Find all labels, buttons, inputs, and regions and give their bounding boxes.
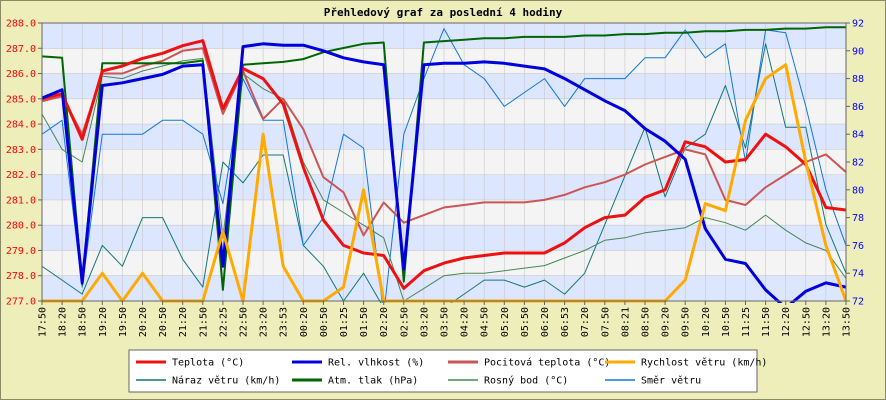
y-left-tick-label: 286.0 [6,69,36,80]
x-tick-label: 21:50 [198,307,209,337]
x-tick-label: 06:53 [560,307,571,337]
series-line-atm-tlak-hpa- [42,26,846,291]
legend-box [128,349,758,393]
y-right-tick-label: 80 [852,185,864,196]
x-tick-label: 12:50 [801,307,812,337]
series-line-pocitová-teplota-c- [42,47,846,237]
x-tick-label: 01:25 [339,307,350,337]
x-tick-label: 09:50 [681,307,692,337]
x-tick-label: 21:20 [178,307,189,337]
x-tick-label: 08:50 [641,307,652,337]
x-tick-label: 13:20 [821,307,832,337]
legend-label: Rychlost větru (km/h) [641,357,767,369]
y-left-tick-label: 284.0 [6,120,36,131]
x-tick-label: 02:20 [379,307,390,337]
x-tick-label: 05:50 [520,307,531,337]
x-tick-label: 22:50 [239,307,250,337]
legend-label: Rel. vlhkost (%) [328,358,424,369]
x-tick-label: 20:50 [158,307,169,337]
x-tick-label: 19:20 [98,307,109,337]
x-tick-label: 11:25 [741,307,752,337]
y-left-tick-label: 278.0 [6,271,36,282]
legend-label: Rosný bod (°C) [484,375,568,387]
y-left-tick-label: 287.0 [6,44,36,55]
x-tick-label: 10:20 [701,307,712,337]
y-right-tick-label: 72 [852,297,864,308]
legend-label: Náraz větru (km/h) [172,375,280,387]
y-left-tick-label: 283.0 [6,145,36,156]
legend: Teplota (°C) Rel. vlhkost (%) Pocitová tep… [128,349,767,393]
x-tick-label: 23:53 [279,307,290,337]
series-line-náraz-větru-km-h- [42,43,846,303]
x-tick-label: 19:50 [118,307,129,337]
axes: 277.0 278.0 279.0 280.0 281.0 282.0 283.0 284.0… [6,19,864,338]
y-right-tick-label: 88 [852,74,864,85]
y-right-tick-label: 82 [852,158,864,169]
x-tick-label: 05:20 [500,307,511,337]
x-tick-label: 09:20 [661,307,672,337]
x-tick-label: 20:20 [138,307,149,337]
x-tick-label: 02:50 [399,307,410,337]
x-tick-label: 07:20 [580,307,591,337]
legend-label: Atm. tlak (hPa) [328,376,418,387]
legend-label: Teplota (°C) [172,358,244,369]
y-right-tick-label: 92 [852,19,864,30]
y-left-tick-label: 281.0 [6,195,36,206]
chart-title: Přehledový graf za poslední 4 hodiny [324,6,563,19]
x-tick-label: 10:50 [721,307,732,337]
y-right-tick-label: 74 [852,269,864,280]
legend-label: Směr větru [641,375,701,387]
x-tick-label: 11:50 [761,307,772,337]
legend-label: Pocitová teplota (°C) [484,357,610,369]
y-left-tick-label: 279.0 [6,246,36,257]
y-right-tick-label: 86 [852,102,864,113]
y-right-tick-label: 84 [852,130,864,141]
x-tick-label: 07:50 [600,307,611,337]
x-tick-label: 03:20 [419,307,430,337]
y-left-tick-label: 285.0 [6,94,36,105]
series-line-směr-větru [42,28,846,303]
y-left-tick-label: 280.0 [6,221,36,232]
x-tick-label: 00:20 [299,307,310,337]
x-tick-label: 01:50 [359,307,370,337]
x-tick-label: 22:25 [218,307,229,337]
series-line-teplota-c- [42,39,846,290]
y-right-tick-label: 78 [852,213,864,224]
x-tick-label: 04:20 [460,307,471,337]
x-tick-label: 04:50 [480,307,491,337]
x-tick-label: 06:20 [540,307,551,337]
x-tick-label: 23:20 [259,307,270,337]
y-left-tick-label: 282.0 [6,170,36,181]
y-left-tick-label: 288.0 [6,19,36,30]
x-tick-label: 13:50 [842,307,853,337]
x-tick-label: 12:20 [781,307,792,337]
y-right-tick-label: 90 [852,46,864,57]
x-tick-label: 18:50 [78,307,89,337]
x-tick-label: 17:50 [38,307,49,337]
x-tick-label: 00:50 [319,307,330,337]
x-tick-label: 03:50 [440,307,451,337]
x-tick-label: 18:20 [58,307,69,337]
series-line-rel-vlhkost- [42,42,846,303]
y-left-tick-label: 277.0 [6,297,36,308]
x-tick-label: 08:21 [620,307,631,337]
y-right-tick-label: 76 [852,241,864,252]
